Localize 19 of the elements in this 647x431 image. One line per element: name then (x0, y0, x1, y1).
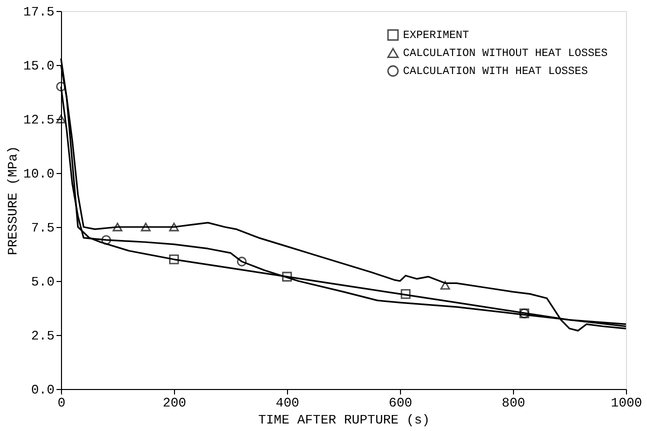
y-axis-title: PRESSURE (MPa) (5, 146, 20, 256)
x-tick-label: 200 (162, 396, 186, 410)
x-tick-label: 1000 (610, 396, 642, 410)
y-tick-label: 7.5 (31, 220, 54, 236)
y-tick-label: 5.0 (31, 274, 54, 290)
x-tick-label: 0 (58, 396, 66, 410)
legend-label: CALCULATION WITH HEAT LOSSES (403, 66, 588, 78)
y-tick-label: 0.0 (31, 382, 54, 398)
y-tick-label: 15.0 (23, 58, 54, 74)
y-tick-label: 17.5 (23, 4, 54, 20)
x-tick-label: 400 (276, 396, 300, 410)
x-axis-title: TIME AFTER RUPTURE (s) (258, 412, 430, 428)
legend-label: EXPERIMENT (403, 30, 470, 42)
x-tick-label: 600 (388, 396, 412, 410)
x-tick-label: 800 (502, 396, 526, 410)
y-tick-label: 12.5 (23, 112, 54, 128)
y-tick-label: 10.0 (23, 166, 54, 182)
legend-label: CALCULATION WITHOUT HEAT LOSSES (403, 48, 608, 60)
y-tick-label: 2.5 (31, 328, 54, 344)
